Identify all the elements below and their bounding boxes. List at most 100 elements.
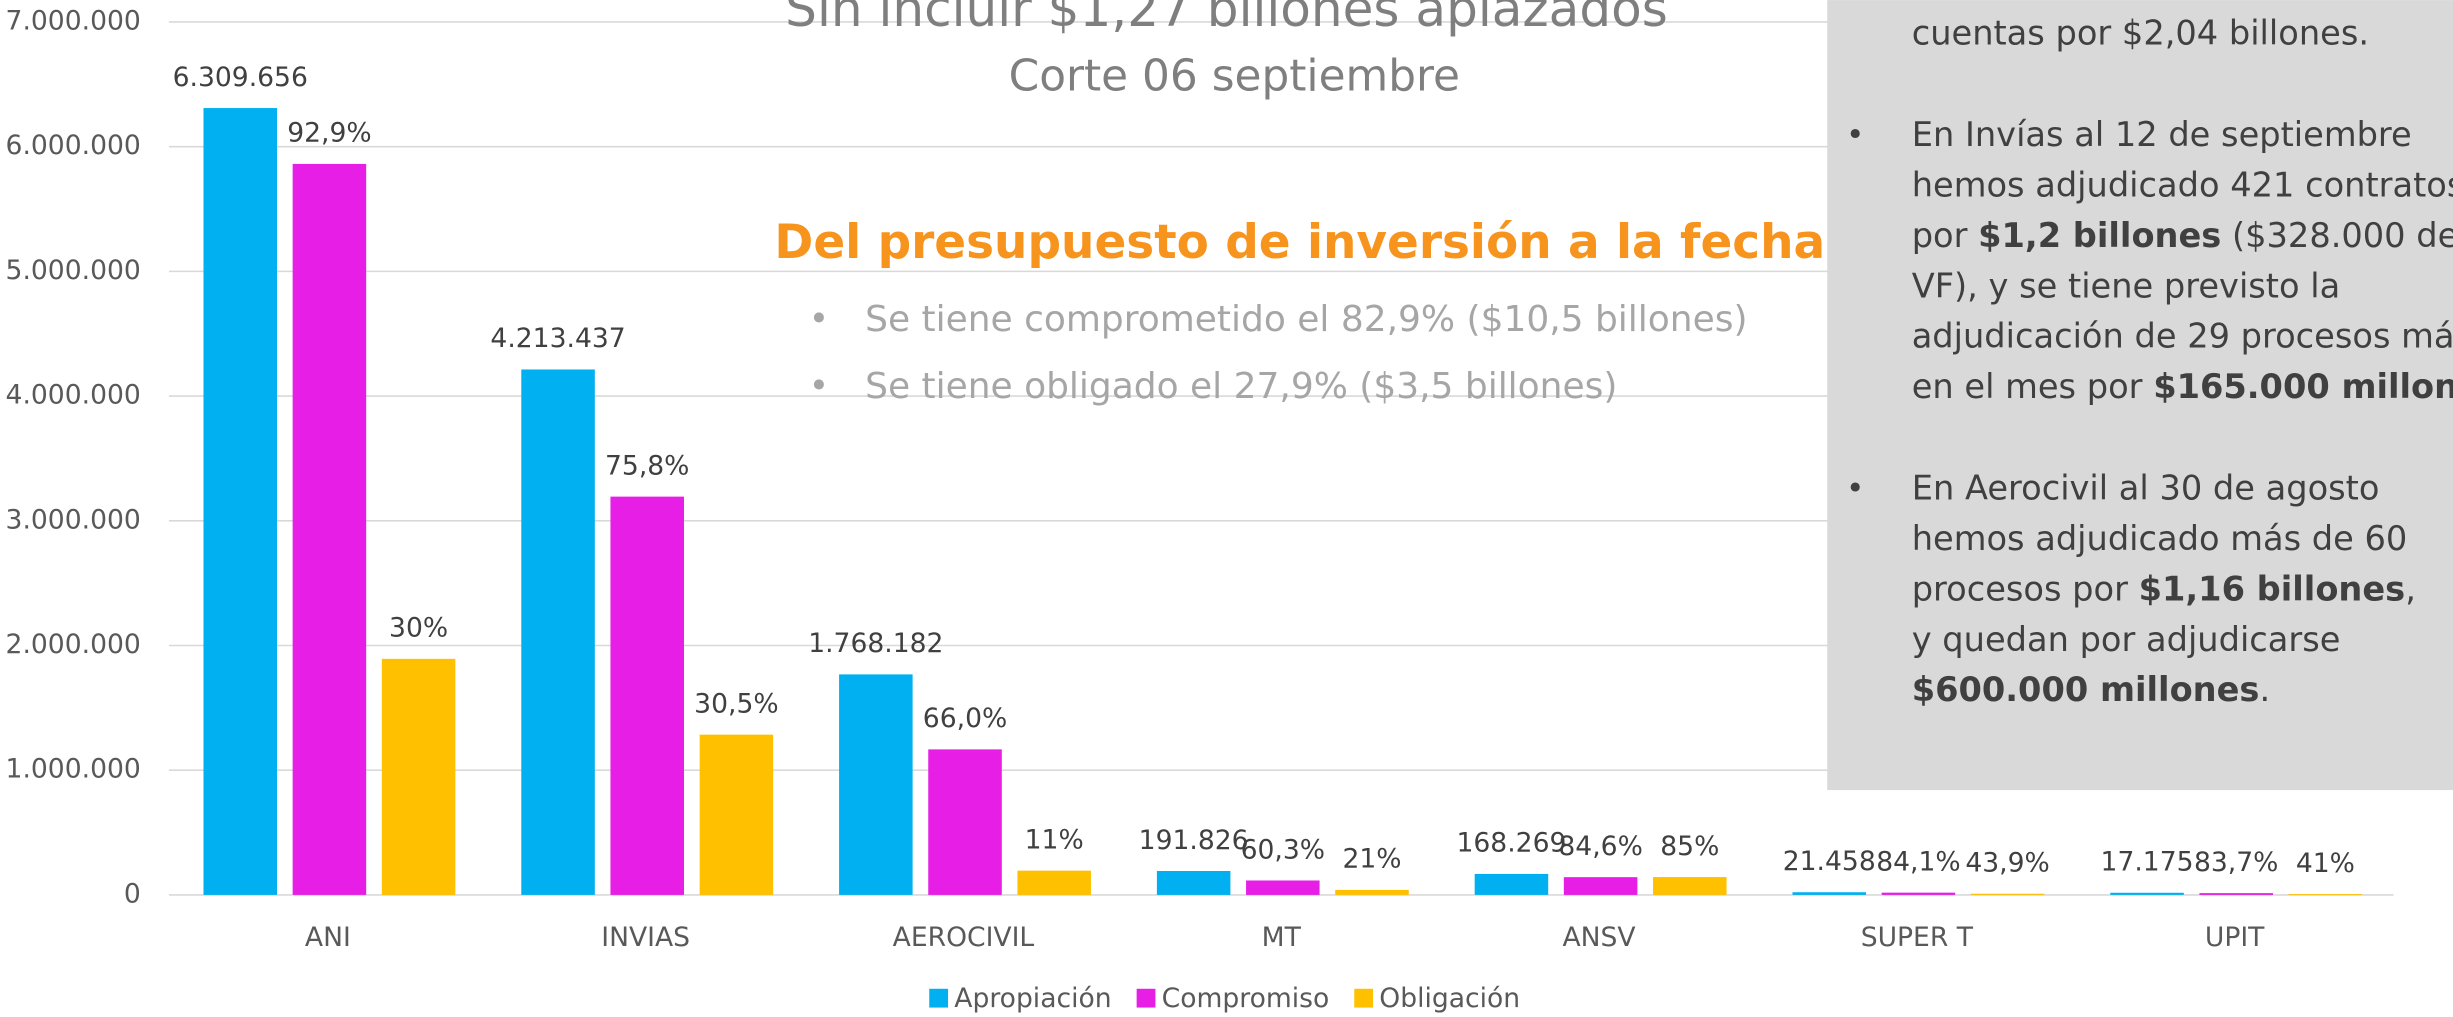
bar — [1246, 880, 1320, 895]
data-label: 83,7% — [2194, 847, 2278, 878]
note-segment: ($328.000 de — [2221, 215, 2453, 254]
data-label: 168.269 — [1456, 828, 1566, 859]
data-label: 1.768.182 — [808, 628, 943, 659]
y-tick-label: 7.000.000 — [6, 5, 141, 36]
note-line: En Aerocivil al 30 de agosto — [1912, 468, 2380, 507]
data-label: 30,5% — [694, 688, 778, 719]
y-tick-label: 5.000.000 — [6, 255, 141, 286]
y-tick-label: 0 — [124, 878, 141, 909]
bar — [1474, 873, 1549, 895]
y-tick-label: 6.000.000 — [6, 130, 141, 161]
data-label: 4.213.437 — [490, 323, 625, 354]
note-line: y quedan por adjudicarse — [1912, 619, 2341, 658]
chart-subtitle: Corte 06 septiembre — [1009, 50, 1460, 101]
data-label: 11% — [1025, 824, 1084, 855]
bullet-dot: • — [809, 299, 829, 339]
y-tick-label: 4.000.000 — [6, 380, 141, 411]
data-label: 6.309.656 — [173, 62, 308, 93]
bar — [2288, 894, 2363, 895]
x-tick-label: SUPER T — [1861, 922, 1974, 953]
note-line: $600.000 millones. — [1912, 670, 2270, 709]
note-segment: $1,2 billones — [1978, 215, 2221, 254]
data-label: 21% — [1342, 844, 1401, 875]
note-segment: $600.000 millones — [1912, 670, 2260, 709]
legend-swatch — [929, 988, 949, 1008]
note-line: hemos adjudicado 421 contratos — [1912, 165, 2453, 204]
bullet-text: Se tiene comprometido el 82,9% ($10,5 bi… — [865, 299, 1747, 340]
x-tick-label: UPIT — [2205, 922, 2265, 953]
bar — [610, 496, 684, 895]
y-tick-label: 3.000.000 — [6, 504, 141, 535]
note-segment: . — [2259, 670, 2270, 709]
data-label: 30% — [389, 613, 448, 644]
note-segment: en el mes por — [1912, 367, 2153, 406]
legend-label: Obligación — [1379, 983, 1520, 1014]
data-label: 85% — [1660, 831, 1719, 862]
note-line: adjudicación de 29 procesos más — [1912, 316, 2453, 355]
note-segment: cuentas por $2,04 billones. — [1912, 13, 2369, 52]
marks — [203, 108, 2363, 895]
bar — [1653, 877, 1727, 895]
y-tick-label: 1.000.000 — [6, 754, 141, 785]
legend-label: Apropiación — [954, 983, 1111, 1014]
note-segment: VF), y se tiene previsto la — [1912, 266, 2340, 305]
note-segment: , — [2405, 569, 2416, 608]
note-segment: hemos adjudicado más de 60 — [1912, 519, 2408, 558]
bar — [928, 749, 1002, 895]
note-line: VF), y se tiene previsto la — [1912, 266, 2340, 305]
x-tick-label: MT — [1262, 922, 1302, 953]
bar — [203, 108, 278, 895]
data-label: 191.826 — [1139, 825, 1249, 856]
note-box — [1827, 0, 2453, 791]
x-tick-label: AEROCIVIL — [893, 922, 1035, 953]
bar — [292, 163, 367, 895]
legend-swatch — [1136, 988, 1156, 1008]
data-label: 60,3% — [1241, 834, 1325, 865]
bar — [1156, 870, 1231, 895]
bullet-text: Se tiene obligado el 27,9% ($3,5 billone… — [865, 366, 1617, 407]
x-tick-label: INVIAS — [601, 922, 690, 953]
data-label: 92,9% — [287, 118, 371, 149]
note-segment: hemos adjudicado 421 contratos — [1912, 165, 2453, 204]
bar — [1017, 870, 1091, 895]
x-tick-label: ANI — [305, 922, 351, 953]
note-line: En Invías al 12 de septiembre — [1912, 115, 2412, 154]
bar — [1563, 877, 1638, 895]
bar — [1335, 889, 1409, 895]
legend-label: Compromiso — [1162, 983, 1330, 1014]
data-label: 17.175 — [2101, 847, 2194, 878]
bar — [2199, 893, 2273, 895]
bar — [2110, 892, 2184, 895]
note-line: cuentas por $2,04 billones. — [1912, 13, 2369, 52]
heading: Del presupuesto de inversión a la fecha — [774, 215, 1825, 270]
data-label: 21.458 — [1783, 846, 1876, 877]
bar — [521, 369, 595, 895]
note-segment: adjudicación de 29 procesos más — [1912, 316, 2453, 355]
bullet-dot: • — [809, 367, 829, 407]
legend-swatch — [1354, 988, 1374, 1008]
note-line: hemos adjudicado más de 60 — [1912, 519, 2408, 558]
bar — [699, 734, 774, 895]
x-tick-label: ANSV — [1562, 922, 1635, 953]
y-tick-label: 2.000.000 — [6, 629, 141, 660]
note-segment: procesos por — [1912, 569, 2139, 608]
note-segment: En Invías al 12 de septiembre — [1912, 115, 2412, 154]
bar — [1970, 893, 2045, 895]
data-label: 66,0% — [923, 703, 1007, 734]
note-segment: por — [1912, 215, 1978, 254]
data-label: 75,8% — [605, 450, 689, 481]
note-segment: $165.000 millones — [2153, 367, 2453, 406]
note-bullet: • — [1846, 117, 1864, 153]
bar — [1881, 892, 1956, 895]
chart-title: Sin incluir $1,27 billones aplazados — [785, 0, 1668, 38]
data-label: 43,9% — [1965, 848, 2049, 879]
note-bullet: • — [1846, 471, 1864, 507]
note-segment: y quedan por adjudicarse — [1912, 619, 2341, 658]
bar — [1792, 892, 1867, 895]
bar — [839, 674, 913, 895]
note-line: procesos por $1,16 billones, — [1912, 569, 2416, 608]
note-line: por $1,2 billones ($328.000 de — [1912, 215, 2453, 254]
note-segment: $1,16 billones — [2139, 569, 2406, 608]
